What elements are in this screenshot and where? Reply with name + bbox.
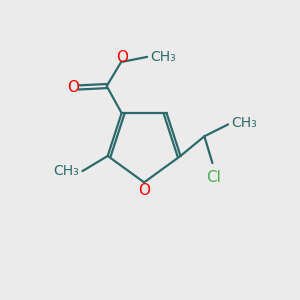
Text: O: O xyxy=(68,80,80,95)
Text: CH₃: CH₃ xyxy=(53,164,79,178)
Text: O: O xyxy=(138,183,150,198)
Text: O: O xyxy=(117,50,129,65)
Text: CH₃: CH₃ xyxy=(231,116,257,130)
Text: CH₃: CH₃ xyxy=(151,50,176,64)
Text: Cl: Cl xyxy=(206,169,221,184)
